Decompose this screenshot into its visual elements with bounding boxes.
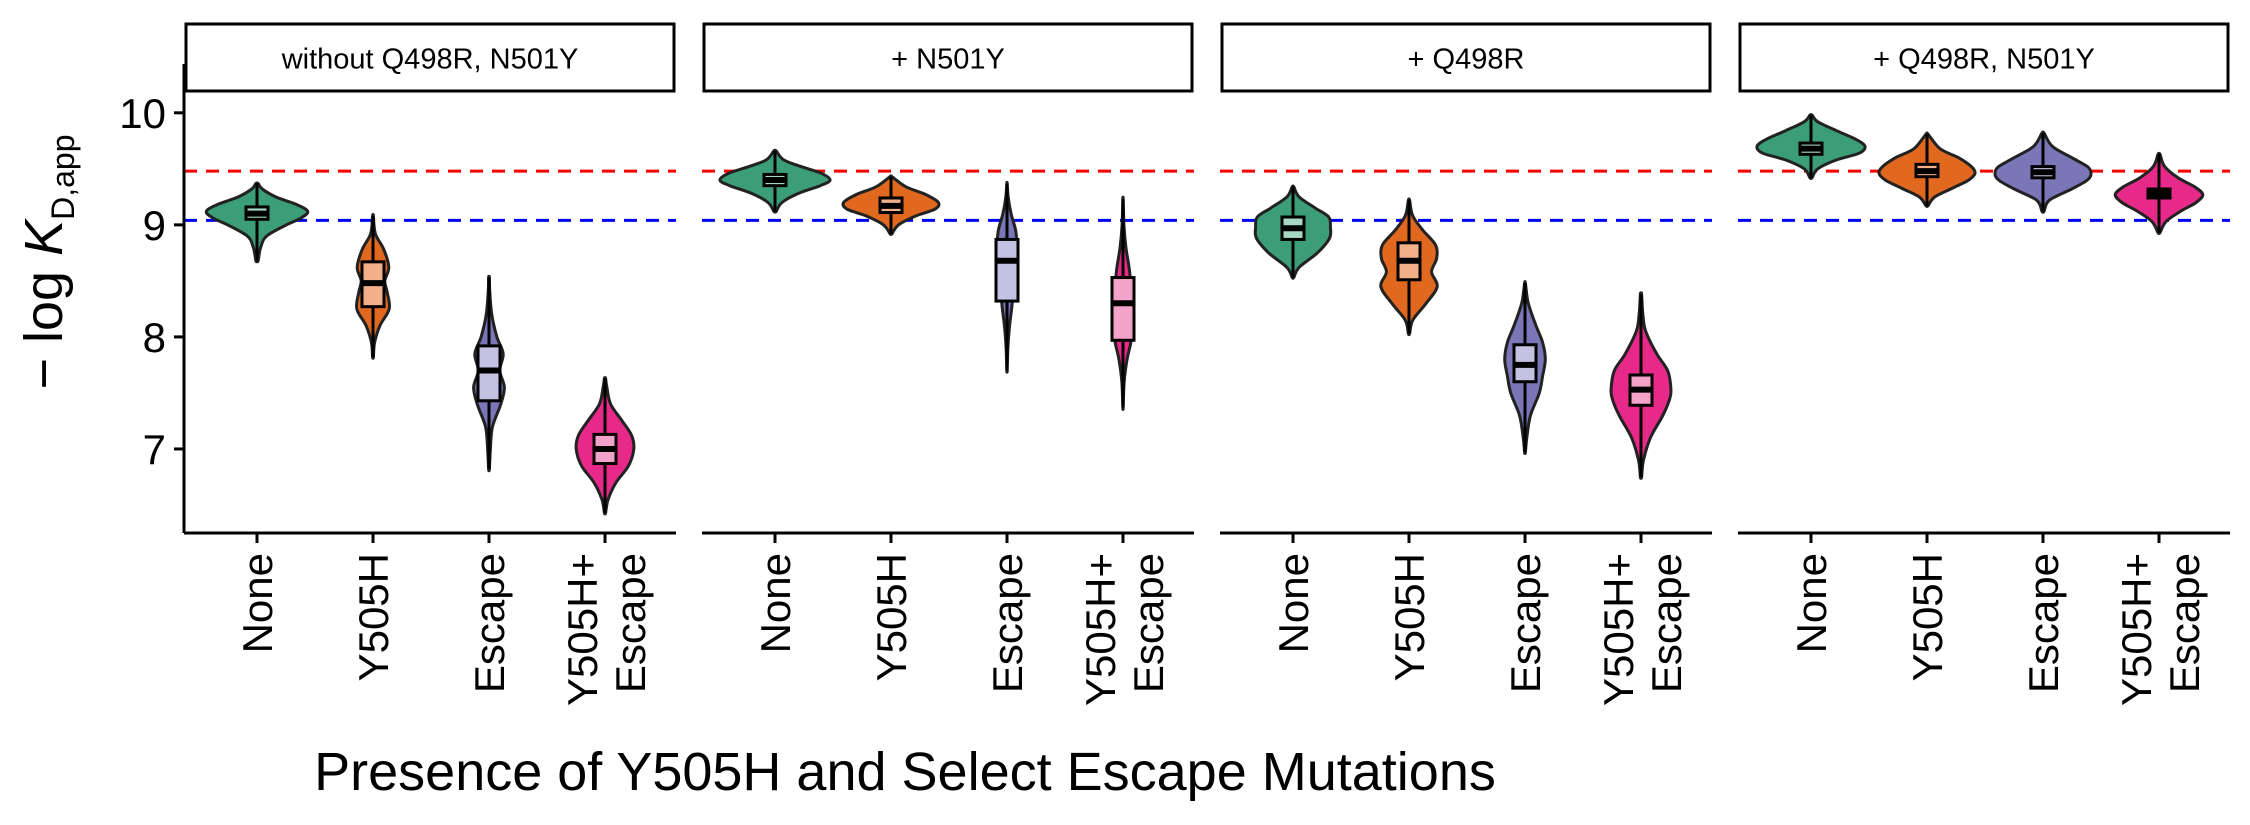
x-tick-label: Y505H+	[559, 553, 606, 706]
x-tick-label-line2: Escape	[1125, 553, 1172, 693]
y-axis-title-text: − log KD,app	[14, 134, 81, 389]
x-axis-title: Presence of Y505H and Select Escape Muta…	[314, 742, 1496, 802]
x-tick-label: Y505H	[1904, 553, 1951, 681]
x-tick-label: Y505H+	[1077, 553, 1124, 706]
x-tick-label-line2: Escape	[607, 553, 654, 693]
x-tick-label: None	[752, 553, 799, 653]
panel-strip-label: + Q498R	[1408, 44, 1525, 76]
y-axis-title: − log KD,app	[14, 134, 81, 389]
y-axis: 7 8 9 10	[119, 64, 186, 533]
x-tick-label: Y505H+	[1595, 553, 1642, 706]
x-tick-label: Escape	[984, 553, 1031, 693]
panel-strip-label: without Q498R, N501Y	[281, 44, 579, 76]
x-tick-label-line2: Escape	[2161, 553, 2208, 693]
panel-strip	[1220, 22, 1712, 93]
x-tick-label-line2: Escape	[1643, 553, 1690, 693]
x-tick-label: Escape	[1502, 553, 1549, 693]
x-tick-label: Y505H	[868, 553, 915, 681]
violin-box	[994, 237, 1020, 303]
x-tick-label: None	[234, 553, 281, 653]
y-tick-label: 7	[143, 426, 166, 473]
x-tick-label: Y505H	[350, 553, 397, 681]
violin-box	[1110, 276, 1136, 342]
panel-strip	[702, 22, 1194, 93]
x-tick-label: Escape	[2020, 553, 2067, 693]
y-axis-title-subscript: D,app	[45, 134, 81, 219]
y-axis-title-main: − log	[14, 256, 74, 390]
x-tick-label: Y505H	[1386, 553, 1433, 681]
x-tick-label: None	[1270, 553, 1317, 653]
panel-strip-label: + N501Y	[891, 44, 1005, 76]
x-tick-label: Escape	[466, 553, 513, 693]
x-tick-label: Y505H+	[2113, 553, 2160, 706]
panel-strip-label: + Q498R, N501Y	[1873, 44, 2095, 76]
y-tick-label: 8	[143, 314, 166, 361]
panel-strip	[184, 22, 676, 93]
y-tick-label: 9	[143, 202, 166, 249]
y-tick-label: 10	[119, 90, 166, 137]
x-tick-label: None	[1788, 553, 1835, 653]
panel-strip	[1738, 22, 2230, 93]
y-axis-title-italic: K	[14, 218, 74, 256]
